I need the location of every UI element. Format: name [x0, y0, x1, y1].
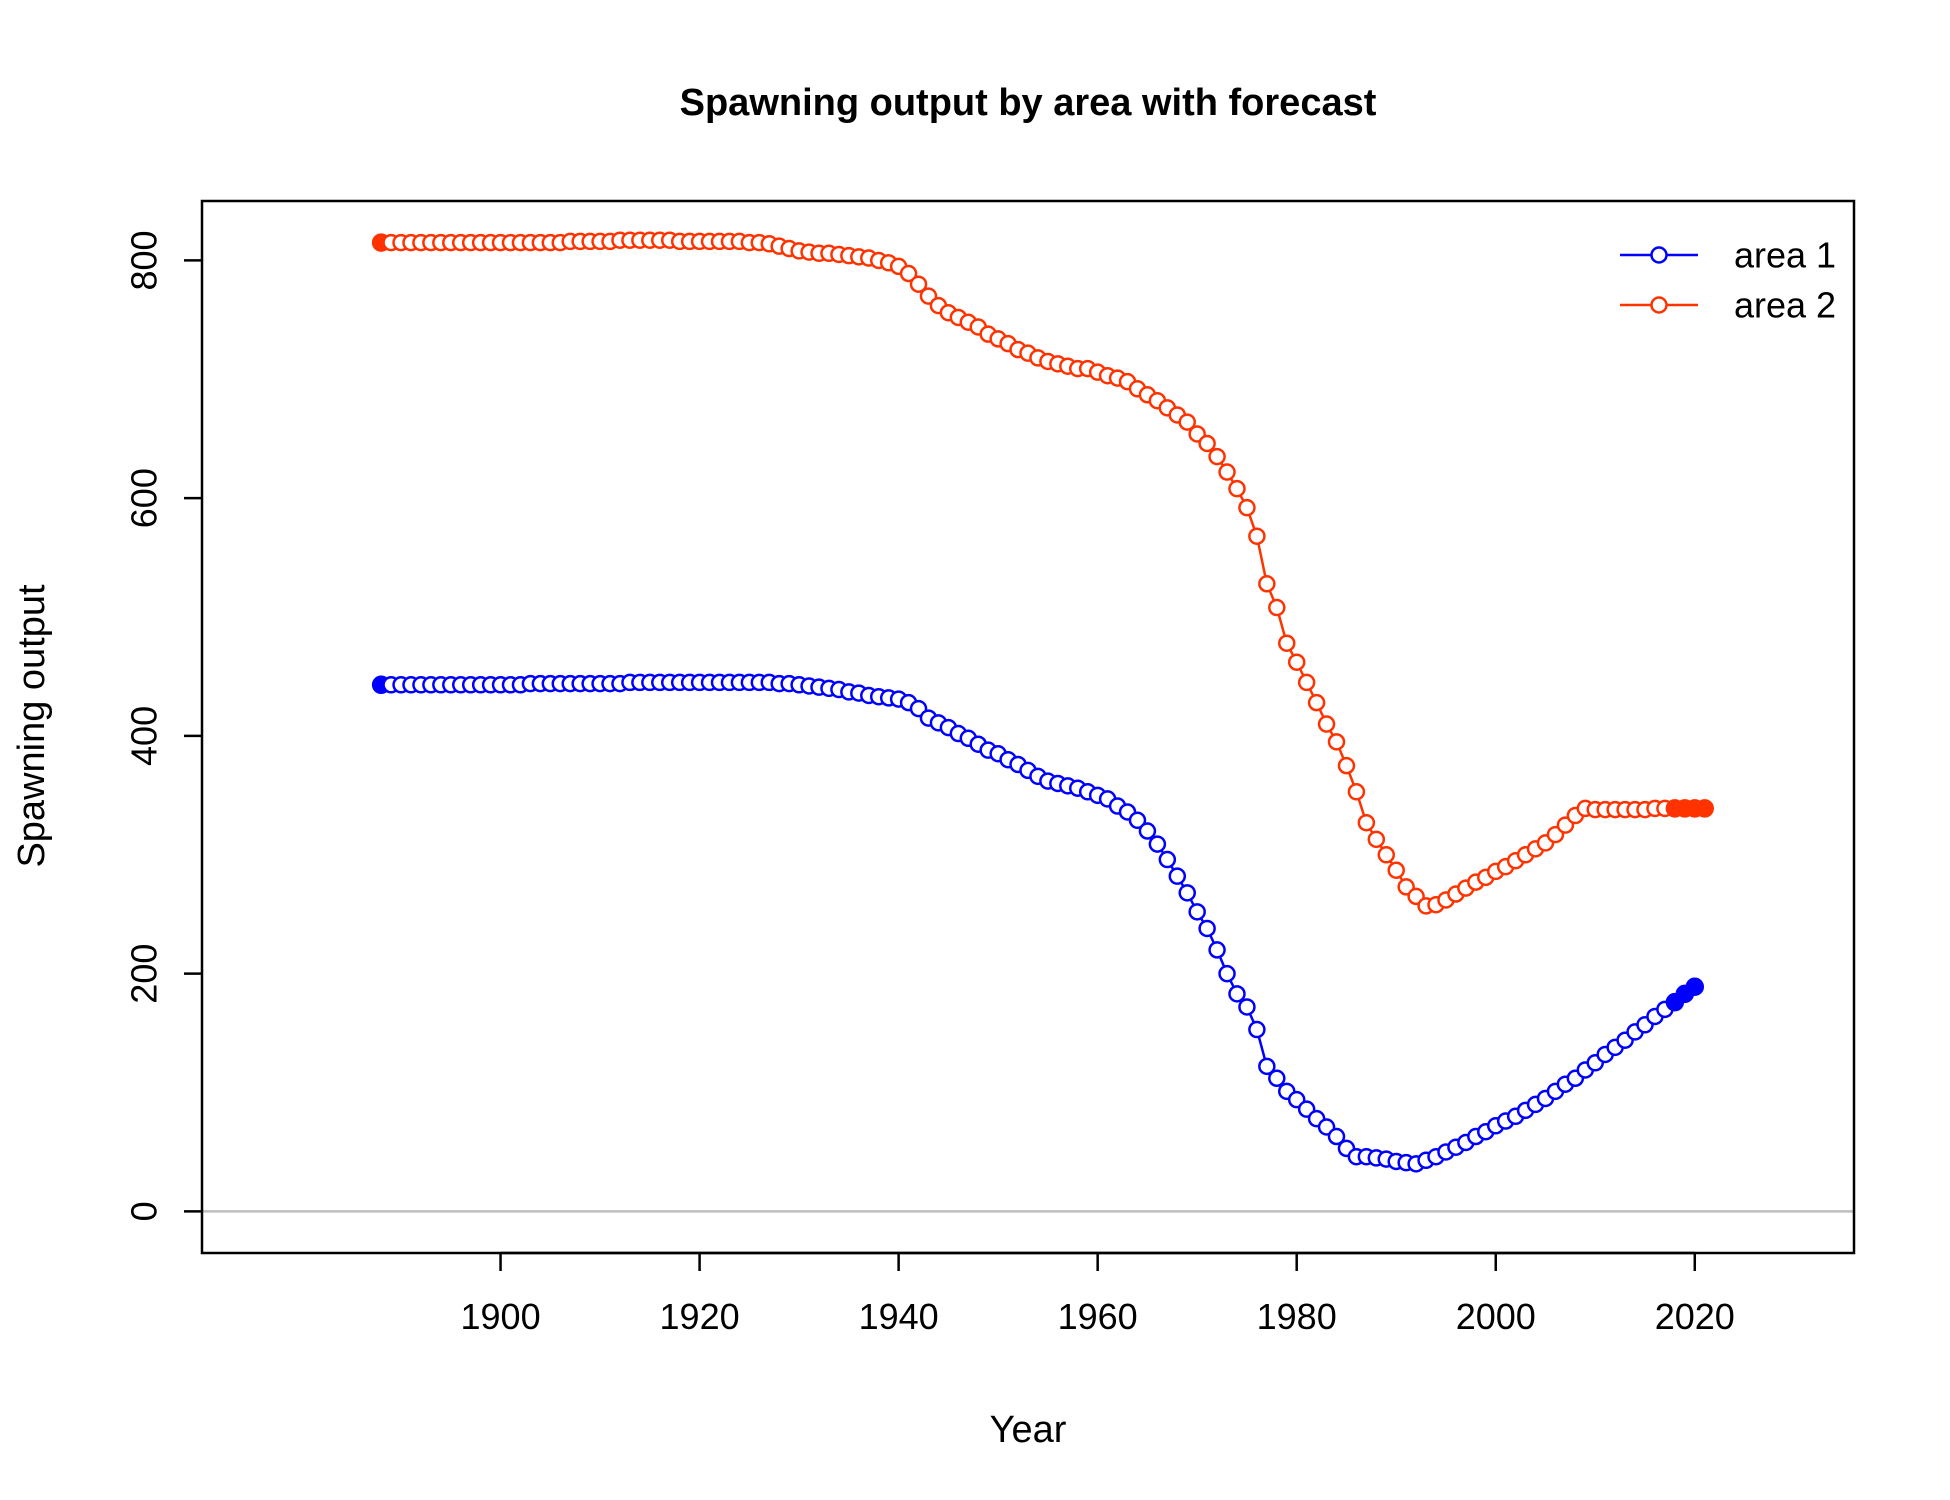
x-tick-label: 1920: [660, 1296, 740, 1337]
data-point: [1327, 1127, 1346, 1146]
data-point: [1198, 919, 1216, 938]
data-point: [1387, 861, 1405, 879]
data-point: [1258, 1057, 1276, 1076]
data-point: [1148, 835, 1167, 853]
data-point: [1297, 673, 1316, 692]
legend-marker: [1650, 246, 1668, 264]
y-axis: 0 200 400 600 800: [124, 230, 202, 1221]
chart-title: Spawning output by area with forecast: [680, 82, 1377, 124]
data-point: [1238, 998, 1256, 1016]
data-point: [1248, 527, 1266, 545]
data-point: [1228, 985, 1246, 1003]
data-point: [909, 275, 928, 293]
data-point: [1138, 822, 1157, 840]
x-tick-label: 1940: [859, 1296, 939, 1337]
data-point: [1178, 884, 1196, 902]
data-point: [1248, 1020, 1266, 1039]
data-point-filled: [1695, 799, 1714, 818]
x-axis: 1900 1920 1940 1960 1980 2000 2020: [461, 1251, 1735, 1337]
data-point: [1238, 498, 1256, 517]
data-point: [1168, 867, 1187, 885]
data-point: [1377, 846, 1396, 864]
data-point: [1287, 653, 1306, 671]
data-point: [1278, 634, 1296, 652]
data-point: [1268, 598, 1286, 617]
x-tick-label: 1980: [1257, 1296, 1337, 1337]
data-point: [1218, 463, 1236, 481]
data-point: [1307, 693, 1326, 712]
y-tick-label: 600: [124, 468, 165, 528]
data-point: [899, 264, 918, 283]
data-point: [1357, 813, 1376, 832]
y-tick-label: 0: [124, 1201, 165, 1221]
data-point: [1268, 1069, 1286, 1088]
y-tick-label: 200: [124, 944, 165, 1004]
data-point: [1198, 434, 1216, 453]
data-point: [1317, 715, 1336, 733]
data-point: [1188, 903, 1206, 921]
legend: area 1 area 2: [1620, 235, 1836, 326]
data-point: [1337, 756, 1356, 775]
data-point: [1367, 830, 1386, 849]
series-area-1: [371, 673, 1705, 1173]
data-point: [1178, 413, 1196, 431]
x-axis-title: Year: [990, 1409, 1067, 1451]
data-point: [1228, 479, 1246, 498]
x-tick-label: 2020: [1655, 1296, 1735, 1337]
data-point: [1218, 964, 1236, 983]
data-point: [1208, 941, 1226, 959]
y-axis-title: Spawning output: [11, 584, 53, 868]
legend-marker: [1650, 296, 1668, 314]
x-tick-label: 1960: [1058, 1296, 1138, 1337]
data-point: [1128, 811, 1147, 830]
legend-item: area 2: [1620, 285, 1836, 326]
y-tick-label: 800: [124, 230, 165, 290]
series-area-2: [371, 231, 1714, 915]
x-tick-label: 2000: [1456, 1296, 1536, 1337]
data-point: [1327, 733, 1346, 751]
data-point: [1258, 575, 1276, 593]
data-point: [1208, 447, 1226, 466]
data-point-filled: [1685, 977, 1705, 996]
data-point: [1158, 850, 1177, 869]
legend-item: area 1: [1620, 235, 1836, 276]
y-tick-label: 400: [124, 706, 165, 766]
plot-area: [202, 231, 1854, 1213]
x-tick-label: 1900: [461, 1296, 541, 1337]
data-point: [1347, 783, 1366, 801]
legend-label: area 2: [1734, 285, 1836, 326]
legend-label: area 1: [1734, 235, 1836, 276]
